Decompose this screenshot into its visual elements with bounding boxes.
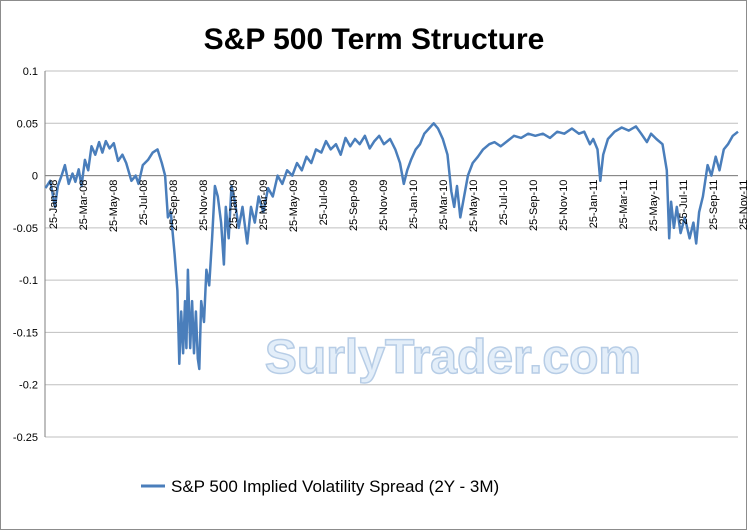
x-tick-label: 25-Sep-10 (528, 180, 540, 231)
y-tick-label: 0.05 (17, 118, 38, 130)
x-tick-label: 25-Jul-09 (318, 180, 330, 226)
x-tick-label: 25-Nov-11 (738, 180, 747, 231)
x-tick-label: 25-Sep-08 (168, 180, 180, 231)
x-tick-label: 25-May-09 (288, 180, 300, 233)
y-tick-label: -0.2 (19, 380, 38, 392)
x-tick-label: 25-Mar-10 (438, 180, 450, 231)
x-tick-label: 25-Jan-09 (228, 180, 240, 230)
y-tick-label: -0.15 (13, 327, 38, 339)
x-tick-label: 25-Jan-11 (588, 180, 600, 229)
y-tick-label: -0.05 (13, 223, 38, 235)
series-line (44, 122, 739, 371)
legend: S&P 500 Implied Volatility Spread (2Y - … (141, 477, 499, 496)
x-tick-label: 25-Jan-08 (48, 180, 60, 230)
series-layer (44, 122, 739, 371)
y-tick-label: 0 (32, 171, 38, 183)
x-tick-label: 25-Jul-08 (138, 180, 150, 226)
x-tick-label: 25-Jul-11 (678, 180, 690, 225)
x-tick-label: 25-Sep-09 (348, 180, 360, 231)
chart-title: S&P 500 Term Structure (204, 23, 545, 56)
x-tick-label: 25-May-08 (108, 180, 120, 233)
x-tick-label: 25-May-10 (468, 180, 480, 233)
x-tick-label: 25-Sep-11 (708, 180, 720, 231)
x-axis-ticks: 25-Jan-08 25-Mar-08 25-May-08 25-Jul-08 25-S… (48, 180, 747, 233)
y-tick-label: 0.1 (23, 66, 38, 78)
x-tick-label: 25-Mar-08 (78, 180, 90, 231)
y-tick-label: -0.1 (19, 275, 38, 287)
x-tick-label: 25-Mar-11 (618, 180, 630, 230)
x-tick-label: 25-May-11 (648, 180, 660, 232)
x-tick-label: 25-Jul-10 (498, 180, 510, 226)
x-tick-label: 25-Jan-10 (408, 180, 420, 230)
legend-label: S&P 500 Implied Volatility Spread (2Y - … (171, 477, 499, 496)
x-tick-label: 25-Nov-09 (378, 180, 390, 231)
x-tick-label: 25-Nov-10 (558, 180, 570, 231)
y-axis-ticks: 0.1 0.05 0 -0.05 -0.1 -0.15 -0.2 -0.25 (13, 66, 38, 444)
watermark-text: SurlyTrader.com (265, 331, 641, 384)
axes (44, 71, 738, 437)
y-tick-label: -0.25 (13, 432, 38, 444)
x-tick-label: 25-Mar-09 (258, 180, 270, 231)
x-tick-label: 25-Nov-08 (198, 180, 210, 231)
